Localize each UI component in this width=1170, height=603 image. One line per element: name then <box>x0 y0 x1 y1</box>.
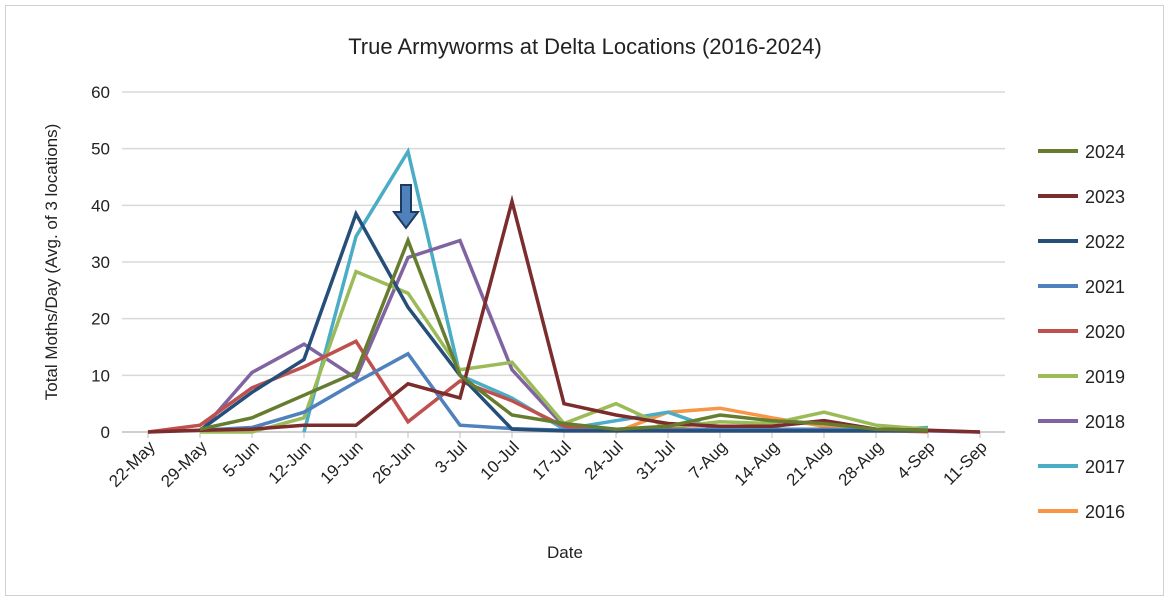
down-arrow-annotation <box>392 184 420 230</box>
y-tick-label: 30 <box>91 253 110 272</box>
y-tick-label: 0 <box>101 423 110 442</box>
x-tick-label: 31-Jul <box>633 437 679 483</box>
y-tick-label: 60 <box>91 83 110 102</box>
y-tick-label: 20 <box>91 310 110 329</box>
x-tick-label: 26-Jun <box>369 437 419 487</box>
x-tick-label: 21-Aug <box>783 437 835 489</box>
x-tick-label: 14-Aug <box>731 437 783 489</box>
legend-label: 2016 <box>1085 502 1125 522</box>
x-tick-label: 5-Jun <box>219 437 263 481</box>
y-tick-label: 10 <box>91 366 110 385</box>
x-tick-label: 3-Jul <box>431 437 470 476</box>
legend-label: 2020 <box>1085 322 1125 342</box>
legend-label: 2017 <box>1085 457 1125 477</box>
x-tick-label: 24-Jul <box>581 437 627 483</box>
legend-label: 2018 <box>1085 412 1125 432</box>
legend-item-2024: 2024 <box>1038 142 1125 162</box>
legend-label: 2021 <box>1085 277 1125 297</box>
x-tick-label: 4-Sep <box>893 437 939 483</box>
x-tick-label: 11-Sep <box>940 437 991 488</box>
legend-label: 2023 <box>1085 187 1125 207</box>
series-line-2023 <box>147 194 981 434</box>
legend-item-2022: 2022 <box>1038 232 1125 252</box>
x-tick-label: 28-Aug <box>835 437 887 489</box>
x-tick-label: 29-May <box>157 437 211 491</box>
chart-border <box>5 5 1164 596</box>
x-tick-label: 22-May <box>105 437 159 491</box>
legend-item-2019: 2019 <box>1038 367 1125 387</box>
legend-item-2023: 2023 <box>1038 187 1125 207</box>
x-axis-label: Date <box>547 543 583 562</box>
legend-item-2020: 2020 <box>1038 322 1125 342</box>
legend-label: 2022 <box>1085 232 1125 252</box>
y-tick-label: 40 <box>91 196 110 215</box>
legend-label: 2019 <box>1085 367 1125 387</box>
x-tick-label: 7-Aug <box>685 437 731 483</box>
legend-item-2018: 2018 <box>1038 412 1125 432</box>
x-tick-label: 17-Jul <box>529 437 575 483</box>
down-arrow-icon <box>392 184 420 230</box>
x-tick-label: 10-Jul <box>477 437 523 483</box>
chart-title: True Armyworms at Delta Locations (2016-… <box>348 34 822 59</box>
x-tick-label: 19-Jun <box>317 437 367 487</box>
legend-label: 2024 <box>1085 142 1125 162</box>
legend-item-2017: 2017 <box>1038 457 1125 477</box>
x-tick-label: 12-Jun <box>265 437 315 487</box>
legend-item-2016: 2016 <box>1038 502 1125 522</box>
y-tick-label: 50 <box>91 140 110 159</box>
legend-item-2021: 2021 <box>1038 277 1125 297</box>
y-axis-label: Total Moths/Day (Avg. of 3 locations) <box>42 124 61 401</box>
